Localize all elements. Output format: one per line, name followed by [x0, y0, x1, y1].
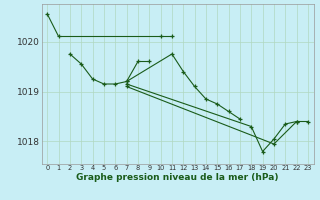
X-axis label: Graphe pression niveau de la mer (hPa): Graphe pression niveau de la mer (hPa) [76, 173, 279, 182]
